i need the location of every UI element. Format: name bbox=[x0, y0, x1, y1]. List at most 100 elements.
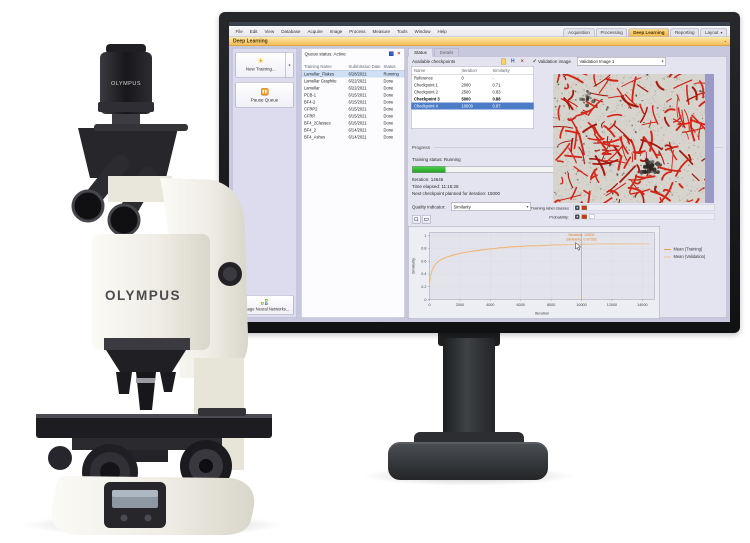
apply-checkpoint-icon[interactable]: ✓ bbox=[532, 58, 537, 65]
eye-icon[interactable] bbox=[575, 205, 580, 210]
training-name: BF4_Ashes bbox=[304, 134, 326, 140]
tab-status[interactable]: Status bbox=[408, 48, 433, 57]
training-status-text: Training status: Running bbox=[412, 157, 461, 162]
checkpoint-similarity: 0.88 bbox=[492, 96, 501, 102]
layout-tab[interactable]: Layout ▾ bbox=[700, 28, 727, 37]
checkpoint-name: Checkpoint 1 bbox=[414, 82, 438, 88]
chevron-down-icon: ▾ bbox=[720, 30, 723, 35]
checkpoints-toolbar: H × ✓ bbox=[500, 58, 538, 65]
menu-item[interactable]: Process bbox=[349, 28, 366, 34]
queue-table: Training Name Submission Date Status Lam… bbox=[301, 63, 405, 141]
new-training-dropdown[interactable]: ▾ bbox=[285, 52, 294, 78]
table-row[interactable]: BF4-2 6/15/2021 Done bbox=[302, 99, 405, 106]
menu-item[interactable]: Edit bbox=[249, 28, 258, 34]
histogram-icon[interactable]: H bbox=[510, 58, 515, 65]
table-row[interactable]: CFRP 6/15/2021 Done bbox=[302, 113, 405, 120]
layout-tab[interactable]: Acquisition bbox=[563, 28, 595, 37]
checkpoint-row[interactable]: Reference 0 - bbox=[412, 75, 534, 82]
column-header[interactable]: Similarity bbox=[492, 67, 510, 73]
checkpoint-name: Checkpoint 3 bbox=[414, 96, 440, 102]
iteration-text: Iteration: 14645 bbox=[412, 177, 444, 182]
table-row[interactable]: Lamellar 6/22/2021 Done bbox=[302, 85, 405, 92]
checkpoint-row[interactable]: Checkpoint 3 5000 0.88 bbox=[412, 96, 534, 103]
submission-date: 6/15/2021 bbox=[348, 92, 367, 98]
eye-icon[interactable] bbox=[575, 214, 580, 219]
table-row[interactable]: CFRP2 6/15/2021 Done bbox=[302, 106, 405, 113]
menu-item[interactable]: Help bbox=[437, 28, 447, 34]
camera-brand-label: OLYMPUS bbox=[111, 81, 141, 87]
menu-item[interactable]: Database bbox=[281, 28, 301, 34]
menu-item[interactable]: Acquire bbox=[307, 28, 323, 34]
probability-row[interactable] bbox=[573, 213, 715, 220]
column-header[interactable]: Submission Date bbox=[348, 63, 381, 69]
menu-item[interactable]: Image bbox=[329, 28, 343, 34]
checkpoint-rows: Reference 0 - Checkpoint 1 2000 0.71 Che… bbox=[411, 75, 534, 110]
queue-cancel-icon[interactable]: × bbox=[397, 50, 401, 57]
class-color-swatch[interactable] bbox=[581, 205, 587, 210]
checkpoint-row[interactable]: Checkpoint 1 2000 0.71 bbox=[412, 82, 534, 89]
validation-image[interactable] bbox=[553, 74, 705, 203]
checkpoint-name: Checkpoint 4 bbox=[414, 103, 438, 109]
column-header[interactable]: Training Name bbox=[304, 63, 332, 69]
legend-line-swatch bbox=[664, 256, 671, 258]
svg-text:Similarity: 0.87352: Similarity: 0.87352 bbox=[566, 238, 597, 242]
layout-tab[interactable]: Processing bbox=[595, 28, 628, 37]
checkpoint-row[interactable]: Checkpoint 2 2500 0.83 bbox=[412, 89, 534, 96]
menu-item[interactable]: Measure bbox=[372, 28, 390, 34]
table-row[interactable]: BF4_2Classes 6/15/2021 Done bbox=[302, 120, 405, 127]
microscope-brand-label: OLYMPUS bbox=[105, 288, 181, 303]
svg-text:1: 1 bbox=[424, 234, 426, 238]
submission-date: 6/22/2021 bbox=[348, 78, 367, 84]
training-classes-row[interactable] bbox=[573, 204, 715, 211]
checkpoints-table-header: Name Iteration Similarity bbox=[411, 67, 534, 75]
column-header[interactable]: Iteration bbox=[461, 67, 477, 73]
new-training-button[interactable]: ☀ New Training... ▾ bbox=[235, 52, 294, 78]
table-row[interactable]: BF4_2 6/14/2021 Done bbox=[302, 127, 405, 134]
training-name: Lamellar bbox=[304, 85, 320, 91]
validation-image-value: Validation Image 1 bbox=[579, 58, 615, 64]
zoom-1to1-button[interactable] bbox=[412, 215, 421, 224]
svg-text:0.2: 0.2 bbox=[421, 285, 426, 289]
column-header[interactable]: Status bbox=[383, 63, 396, 69]
layout-tab[interactable]: Deep Learning bbox=[628, 28, 669, 37]
column-header[interactable]: Name bbox=[414, 67, 426, 73]
panel-pin-icon[interactable]: ▪ bbox=[724, 39, 726, 44]
probability-color-swatch[interactable] bbox=[581, 214, 587, 219]
layout-tab-label: Reporting bbox=[674, 30, 695, 35]
menu-item[interactable]: File bbox=[235, 28, 243, 34]
checkpoint-similarity: - bbox=[492, 75, 494, 81]
validation-image-scrollbar[interactable] bbox=[705, 74, 714, 203]
table-row[interactable]: PCB-1 6/15/2021 Done bbox=[302, 92, 405, 99]
menu-item[interactable]: Window bbox=[414, 28, 431, 34]
mouse-cursor-icon bbox=[575, 242, 582, 251]
table-row[interactable]: BF4_Ashes 6/14/2021 Done bbox=[302, 134, 405, 141]
checkpoint-similarity: 0.83 bbox=[492, 89, 501, 95]
zoom-fit-button[interactable] bbox=[422, 215, 431, 224]
tab-details[interactable]: Details bbox=[434, 48, 459, 57]
next-checkpoint-text: Next checkpoint planned for iteration: 1… bbox=[412, 191, 501, 196]
menu-item[interactable]: View bbox=[264, 28, 275, 34]
quality-indicator-select[interactable]: Similarity ▾ bbox=[451, 202, 531, 211]
pause-queue-button[interactable]: Pause Queue bbox=[235, 82, 294, 108]
layout-tab-label: Acquisition bbox=[568, 30, 590, 35]
probability-white-swatch[interactable] bbox=[589, 214, 595, 219]
svg-text:0.6: 0.6 bbox=[421, 259, 426, 263]
delete-checkpoint-icon[interactable]: × bbox=[520, 58, 524, 65]
table-row[interactable]: Lamellar_Flakes 6/28/2021 Running bbox=[301, 70, 405, 78]
layout-tabs: Acquisition Processing Deep Learning Rep… bbox=[563, 26, 727, 37]
software-screen: File Edit View Database Acquire Image Process M… bbox=[229, 22, 730, 322]
menu-item[interactable]: Tools bbox=[396, 28, 408, 34]
queue-stop-icon[interactable] bbox=[389, 51, 394, 56]
submission-date: 6/15/2021 bbox=[348, 113, 367, 119]
new-checkpoint-icon[interactable] bbox=[500, 58, 507, 65]
network-icon bbox=[261, 298, 268, 305]
manage-networks-label: Manage Neural Networks... bbox=[239, 306, 290, 312]
layout-tab[interactable]: Reporting bbox=[670, 28, 699, 37]
validation-image-select[interactable]: Validation Image 1 ▾ bbox=[577, 57, 666, 66]
table-row[interactable]: Lamellar Graphite 6/22/2021 Done bbox=[302, 78, 405, 85]
sun-icon: ☀ bbox=[257, 57, 265, 66]
checkpoint-row[interactable]: Checkpoint 4 10000 0.87 bbox=[411, 102, 534, 110]
progress-fill bbox=[412, 166, 446, 173]
checkpoint-similarity: 0.71 bbox=[492, 82, 501, 88]
panel-title-bar: Deep Learning ▪ bbox=[229, 37, 730, 46]
